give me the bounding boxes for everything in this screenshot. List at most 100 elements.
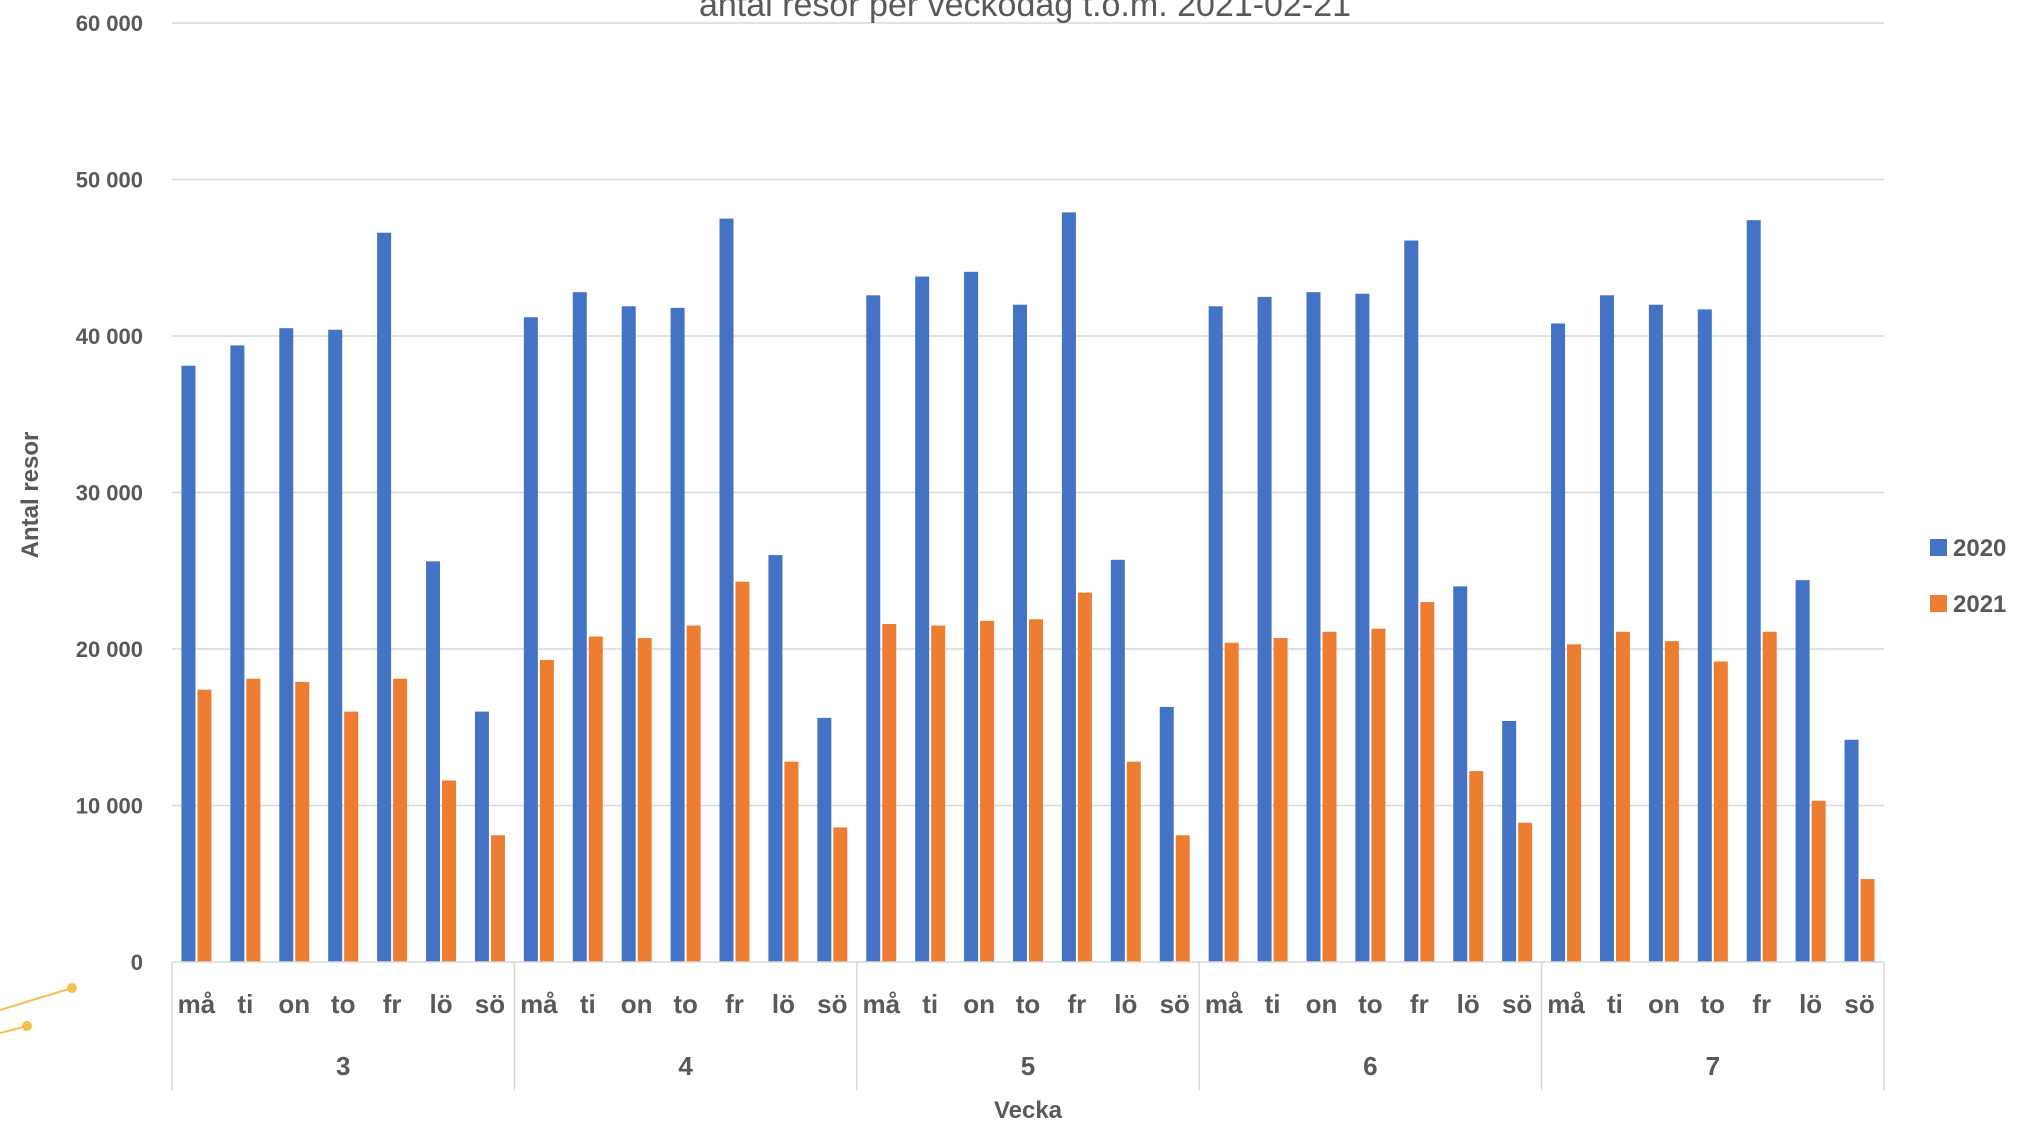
x-day-label: sö: [817, 989, 847, 1019]
x-day-label: ti: [1607, 989, 1623, 1019]
bar-2021: [833, 827, 848, 962]
x-day-label: må: [178, 989, 216, 1019]
legend-swatch-2021: [1930, 595, 1947, 612]
bar-2020: [181, 365, 196, 962]
legend-label-2021: 2021: [1953, 591, 2006, 618]
bar-2021: [784, 761, 799, 962]
bar-2020: [1599, 295, 1614, 962]
bar-2021: [980, 620, 995, 962]
bar-2021: [735, 581, 750, 962]
bar-2021: [442, 780, 457, 962]
bar-2020: [426, 561, 441, 962]
x-day-label: sö: [1502, 989, 1532, 1019]
bar-2021: [588, 636, 603, 962]
bar-2020: [523, 317, 538, 963]
bar-2020: [1404, 240, 1419, 962]
bar-2020: [1551, 323, 1566, 963]
x-week-label: 6: [1363, 1051, 1377, 1081]
bar-2020: [866, 295, 881, 962]
y-tick-label: 50 000: [76, 168, 143, 193]
bar-2021: [344, 711, 359, 962]
bar-2020: [1355, 293, 1370, 962]
bar-2021: [1322, 631, 1337, 962]
bar-2021: [1469, 771, 1484, 962]
y-tick-label: 40 000: [76, 324, 143, 349]
bar-2021: [1860, 879, 1875, 962]
bar-2021: [1615, 631, 1630, 962]
x-day-label: on: [1648, 989, 1680, 1019]
x-day-label: fr: [1068, 989, 1087, 1019]
bar-2021: [1077, 592, 1092, 962]
x-day-label: to: [1701, 989, 1726, 1019]
legend-label-2020: 2020: [1953, 535, 2006, 562]
x-axis: må ti on to fr lö sö må ti on to fr lö sö må ti on to fr lö…: [171, 961, 1885, 1090]
bar-2021: [1175, 835, 1190, 962]
x-day-label: sö: [475, 989, 505, 1019]
legend: 2020 2021: [1930, 535, 2006, 618]
x-week-label: 5: [1021, 1051, 1035, 1081]
bar-2020: [1746, 220, 1761, 962]
bar-2021: [1518, 822, 1533, 962]
bar-2020: [1795, 580, 1810, 962]
gridlines: [172, 22, 1884, 807]
bar-2021: [931, 625, 946, 962]
x-day-label: sö: [1160, 989, 1190, 1019]
legend-swatch-2020: [1930, 539, 1947, 556]
bar-2021: [1762, 631, 1777, 962]
x-week-label: 3: [336, 1051, 350, 1081]
x-day-label: fr: [1752, 989, 1771, 1019]
bar-2021: [1126, 761, 1141, 962]
x-day-label: to: [1358, 989, 1383, 1019]
bar-2021: [393, 678, 408, 962]
x-day-label: må: [1205, 989, 1243, 1019]
bar-2021: [1371, 628, 1386, 962]
bar-2021: [882, 623, 897, 962]
bar-2021: [1567, 644, 1582, 962]
bar-2020: [1844, 739, 1859, 962]
x-day-label: ti: [1265, 989, 1281, 1019]
x-day-label: fr: [383, 989, 402, 1019]
x-week-label: 7: [1706, 1051, 1720, 1081]
bar-2020: [817, 717, 832, 962]
bar-2020: [279, 328, 294, 962]
bar-2021: [1420, 602, 1435, 962]
bar-2021: [1224, 642, 1239, 962]
y-tick-label: 30 000: [76, 481, 143, 506]
chart-title: antal resor per veckodag t.o.m. 2021-02-…: [699, 0, 1351, 24]
bar-2020: [474, 711, 489, 962]
x-day-label: on: [278, 989, 310, 1019]
x-day-label: ti: [922, 989, 938, 1019]
x-day-label: må: [520, 989, 558, 1019]
bar-2020: [1208, 306, 1223, 962]
y-tick-label: 10 000: [76, 794, 143, 819]
bar-2021: [1273, 638, 1288, 962]
bars: [181, 212, 1875, 963]
bar-2020: [1061, 212, 1076, 963]
bar-2021: [1664, 641, 1679, 962]
bar-2020: [621, 306, 636, 962]
bar-2020: [1159, 706, 1174, 962]
x-day-label: lö: [1799, 989, 1822, 1019]
x-day-label: ti: [237, 989, 253, 1019]
x-day-label: to: [673, 989, 698, 1019]
bar-2020: [670, 307, 685, 963]
bar-2020: [572, 292, 587, 962]
decorative-connector: [0, 983, 77, 1034]
bar-2020: [1110, 559, 1125, 962]
bar-2020: [1306, 292, 1321, 962]
bar-2021: [490, 835, 505, 962]
bar-2020: [719, 218, 734, 962]
bar-2020: [1502, 720, 1517, 962]
x-day-label: lö: [429, 989, 452, 1019]
x-day-label: må: [862, 989, 900, 1019]
x-axis-title: Vecka: [994, 1097, 1063, 1124]
x-day-label: må: [1547, 989, 1585, 1019]
bar-2021: [1713, 661, 1728, 962]
y-tick-label: 20 000: [76, 637, 143, 662]
bar-2021: [246, 678, 261, 962]
x-day-label: to: [331, 989, 356, 1019]
y-tick-label: 0: [131, 950, 143, 975]
x-day-label: ti: [580, 989, 596, 1019]
bar-2021: [686, 625, 701, 962]
